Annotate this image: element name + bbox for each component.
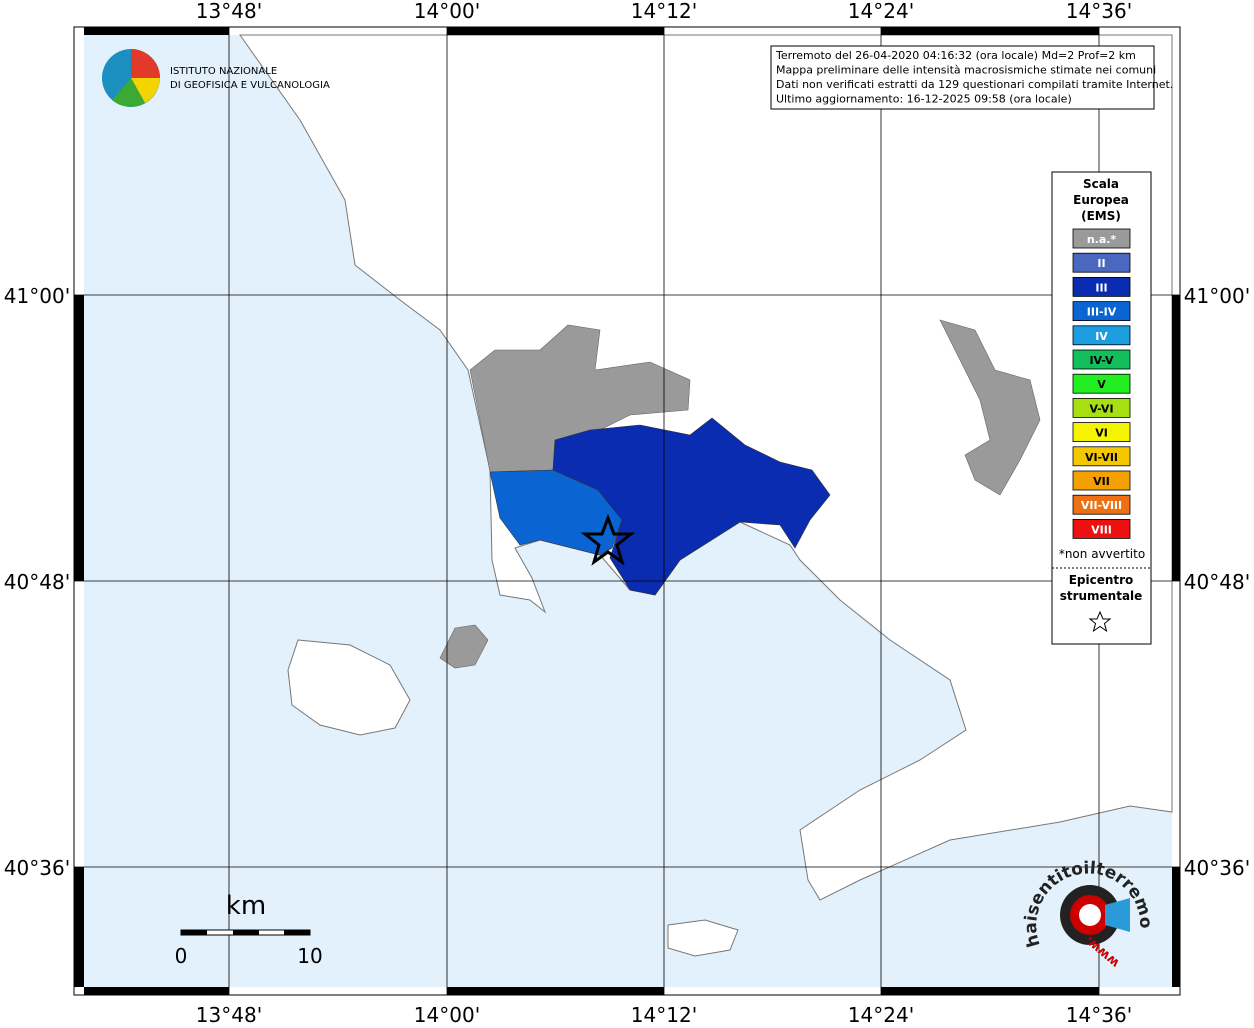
lat-label: 40°48' bbox=[1184, 570, 1250, 594]
legend-swatch bbox=[1072, 325, 1131, 346]
frame-bar bbox=[1172, 295, 1180, 581]
legend-label: IV-V bbox=[1089, 354, 1114, 367]
legend-epicenter: strumentale bbox=[1060, 589, 1143, 603]
lon-label: 14°36' bbox=[1066, 0, 1132, 23]
frame-bar bbox=[1172, 867, 1180, 987]
scale-bar: km 0 10 bbox=[175, 891, 323, 968]
region-iii bbox=[552, 417, 831, 596]
legend-swatch bbox=[1072, 446, 1131, 467]
frame-bar bbox=[447, 27, 664, 35]
lat-label: 41°00' bbox=[1184, 284, 1250, 308]
legend-epicenter: Epicentro bbox=[1069, 573, 1134, 587]
legend-label: VI bbox=[1095, 427, 1108, 440]
legend-star bbox=[1088, 610, 1112, 633]
info-line: Terremoto del 26-04-2020 04:16:32 (ora l… bbox=[775, 49, 1136, 62]
lon-label: 14°12' bbox=[631, 1003, 697, 1024]
legend-label: III-IV bbox=[1087, 306, 1117, 319]
ischia bbox=[287, 639, 411, 736]
frame-bar bbox=[447, 987, 664, 995]
legend-label: VII bbox=[1093, 475, 1110, 488]
legend-note: *non avvertito bbox=[1059, 547, 1145, 561]
lon-label: 14°24' bbox=[848, 1003, 914, 1024]
lon-label: 13°48' bbox=[196, 0, 262, 23]
legend-label: n.a.* bbox=[1087, 233, 1117, 246]
legend-swatch bbox=[1072, 301, 1131, 322]
frame-bar bbox=[881, 987, 1099, 995]
region-na-procida bbox=[439, 624, 489, 669]
legend-swatch bbox=[1072, 397, 1131, 418]
frame-bar bbox=[74, 295, 84, 581]
scale-unit: km bbox=[226, 891, 266, 921]
legend-swatch bbox=[1072, 228, 1131, 249]
scale-label: 0 bbox=[175, 944, 188, 968]
info-line: Dati non verificati estratti da 129 ques… bbox=[776, 78, 1173, 91]
frame-bar bbox=[84, 27, 229, 35]
legend-label: III bbox=[1095, 281, 1107, 294]
info-line: Ultimo aggiornamento: 16-12-2025 09:58 (… bbox=[776, 93, 1072, 106]
lon-label: 14°00' bbox=[414, 0, 480, 23]
legend-swatch bbox=[1072, 349, 1131, 370]
scale-label: 10 bbox=[297, 944, 322, 968]
epicenter-star bbox=[580, 513, 636, 566]
legend-swatch bbox=[1072, 494, 1131, 515]
lat-label: 40°36' bbox=[4, 856, 70, 880]
legend-label: VIII bbox=[1091, 523, 1112, 536]
lat-label: 40°36' bbox=[1184, 856, 1250, 880]
legend-label: VI-VII bbox=[1085, 451, 1118, 464]
legend-swatch bbox=[1072, 373, 1131, 394]
info-line: Mappa preliminare delle intensità macros… bbox=[776, 64, 1156, 77]
frame-bar bbox=[84, 987, 229, 995]
ingv-logo: ISTITUTO NAZIONALE DI GEOFISICA E VULCAN… bbox=[102, 49, 330, 107]
lat-label: 40°48' bbox=[4, 570, 70, 594]
legend-label: VII-VIII bbox=[1081, 499, 1122, 512]
legend-title: Europea bbox=[1073, 193, 1129, 207]
legend-swatch bbox=[1072, 276, 1131, 297]
lon-label: 14°36' bbox=[1066, 1003, 1132, 1024]
lon-label: 14°24' bbox=[848, 0, 914, 23]
legend-label: V bbox=[1097, 378, 1106, 391]
frame-bar bbox=[74, 867, 84, 987]
grid: 13°48' 13°48' 14°00' 14°00' 14°12' 14°12' 14°2… bbox=[4, 0, 1250, 1027]
lon-label: 14°12' bbox=[631, 0, 697, 23]
info-box bbox=[770, 45, 1155, 110]
legend-title: Scala bbox=[1083, 177, 1119, 191]
legend-label: IV bbox=[1095, 330, 1108, 343]
legend-swatch bbox=[1072, 422, 1131, 443]
lon-label: 14°00' bbox=[414, 1003, 480, 1024]
lon-label: 13°48' bbox=[196, 1003, 262, 1024]
institute-name: ISTITUTO NAZIONALE bbox=[170, 66, 277, 77]
legend-label: II bbox=[1097, 257, 1105, 270]
legend-swatch bbox=[1072, 470, 1131, 491]
lat-label: 41°00' bbox=[4, 284, 70, 308]
legend-swatch bbox=[1072, 519, 1131, 539]
capri bbox=[667, 919, 739, 957]
region-na-east bbox=[939, 319, 1041, 496]
legend-label: V-VI bbox=[1089, 402, 1113, 415]
institute-name: DI GEOFISICA E VULCANOLOGIA bbox=[170, 80, 330, 91]
legend-swatch bbox=[1072, 252, 1131, 273]
legend-title: (EMS) bbox=[1081, 209, 1121, 223]
frame-bar bbox=[881, 27, 1099, 35]
